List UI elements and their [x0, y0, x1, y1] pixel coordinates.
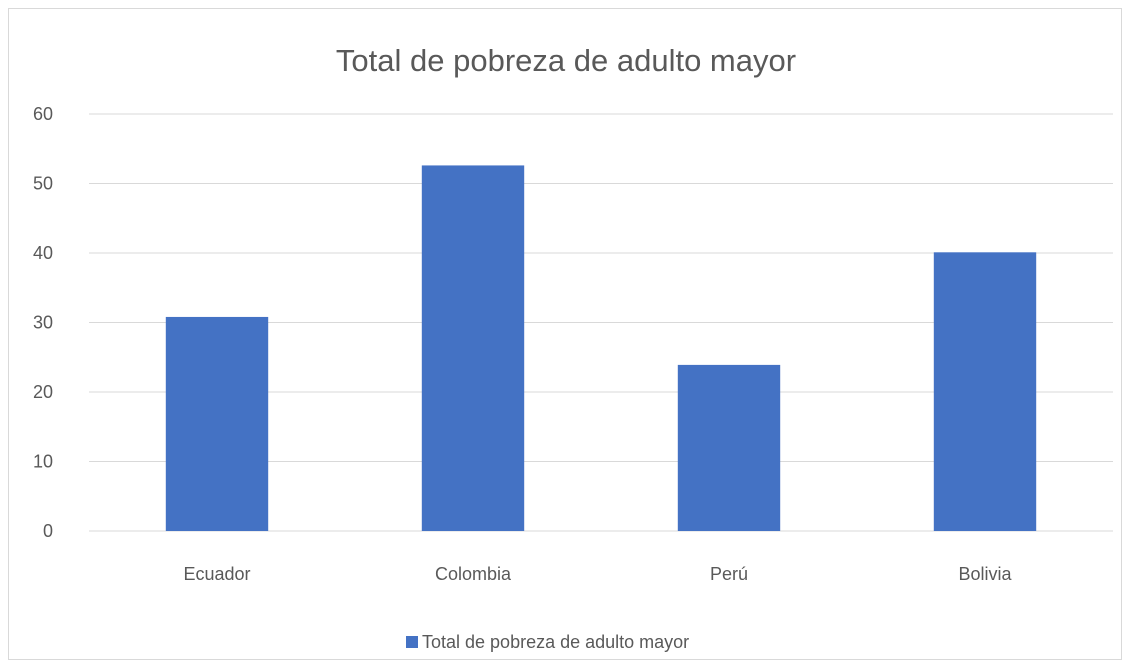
x-category-label: Bolivia	[958, 564, 1012, 584]
bar-perú	[677, 364, 781, 531]
x-category-label: Perú	[710, 564, 748, 584]
legend-label: Total de pobreza de adulto mayor	[422, 632, 689, 652]
chart-frame: Total de pobreza de adulto mayor 0 10 20 30…	[8, 8, 1122, 660]
x-category-label: Ecuador	[183, 564, 250, 584]
y-tick-label: 40	[33, 243, 53, 263]
y-tick-label: 50	[33, 174, 53, 194]
y-axis-tick-labels: 0 10 20 30 40 50 60	[33, 104, 53, 541]
bar-bolivia	[933, 252, 1037, 531]
legend: Total de pobreza de adulto mayor	[406, 632, 689, 652]
y-tick-label: 60	[33, 104, 53, 124]
y-tick-label: 30	[33, 313, 53, 333]
bars	[165, 165, 1037, 531]
bar-colombia	[421, 165, 525, 531]
x-category-label: Colombia	[435, 564, 512, 584]
y-tick-label: 10	[33, 452, 53, 472]
y-tick-label: 0	[43, 521, 53, 541]
legend-swatch	[406, 636, 418, 648]
chart-title: Total de pobreza de adulto mayor	[336, 43, 796, 78]
bar-chart: Total de pobreza de adulto mayor 0 10 20 30…	[33, 43, 1113, 652]
bar-ecuador	[165, 316, 269, 531]
x-axis-category-labels: Ecuador Colombia Perú Bolivia	[183, 564, 1012, 584]
y-tick-label: 20	[33, 382, 53, 402]
